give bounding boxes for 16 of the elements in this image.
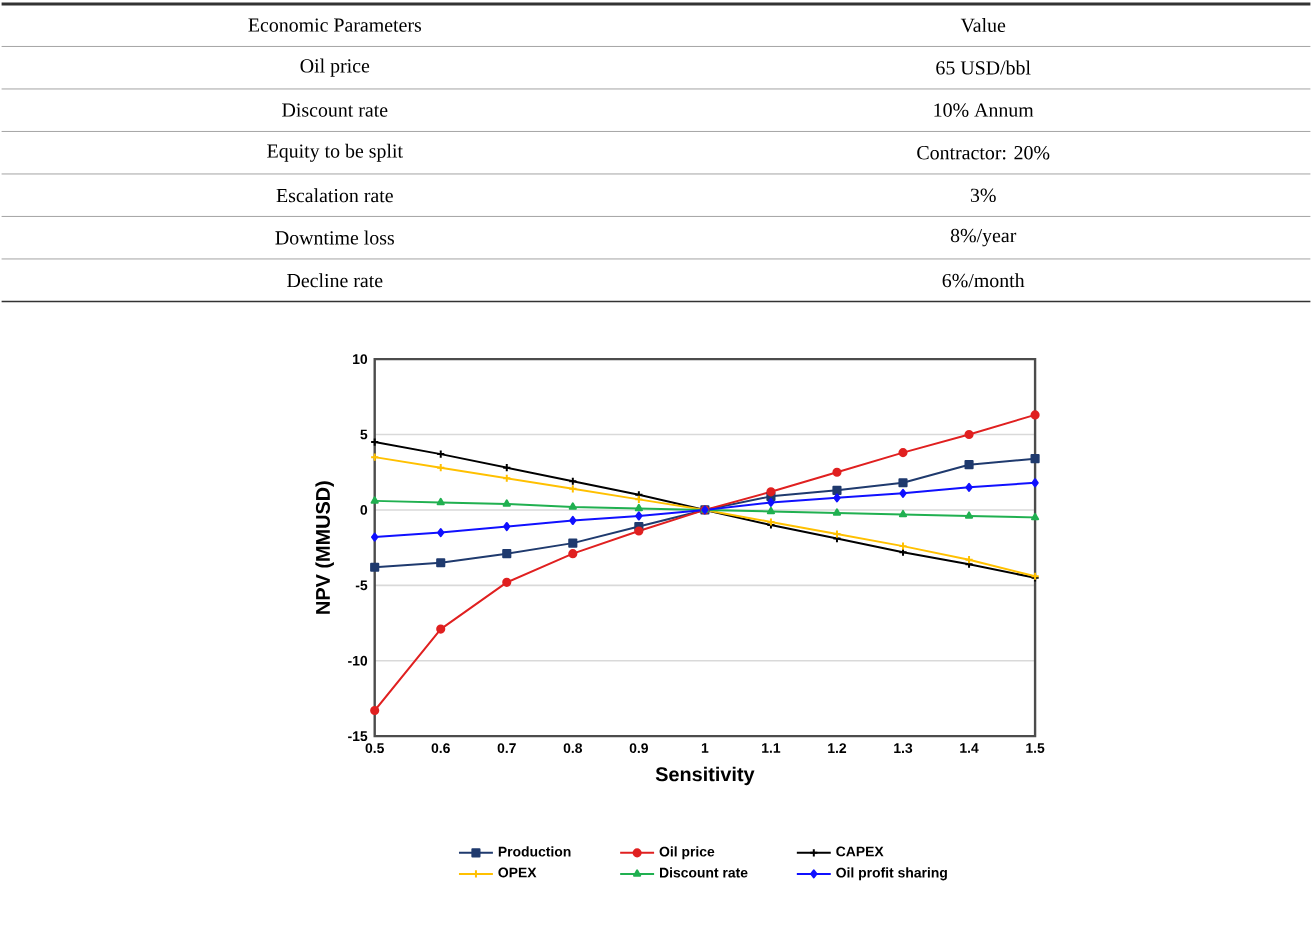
text: Downtime loss	[275, 230, 394, 245]
text: Discount rate	[282, 103, 388, 117]
x-axis-title: Sensitivity	[655, 766, 755, 786]
text: 6%/month	[942, 273, 1025, 288]
y-axis-title: NPV (MMUSD)	[315, 481, 334, 614]
text: Economic Parameters	[248, 18, 422, 32]
text: 65 USD/bbl	[936, 60, 1031, 75]
text: Escalation rate	[276, 188, 393, 203]
text: Contractor: 20%	[917, 146, 1050, 160]
text: Value	[960, 18, 1006, 33]
text: Equity to be split	[267, 143, 403, 163]
text: 8%/year	[950, 229, 1017, 247]
text: Oil price	[300, 58, 370, 77]
text: Decline rate	[287, 273, 383, 288]
text: 10% Annum	[934, 103, 1034, 117]
text: 3%	[970, 188, 996, 203]
